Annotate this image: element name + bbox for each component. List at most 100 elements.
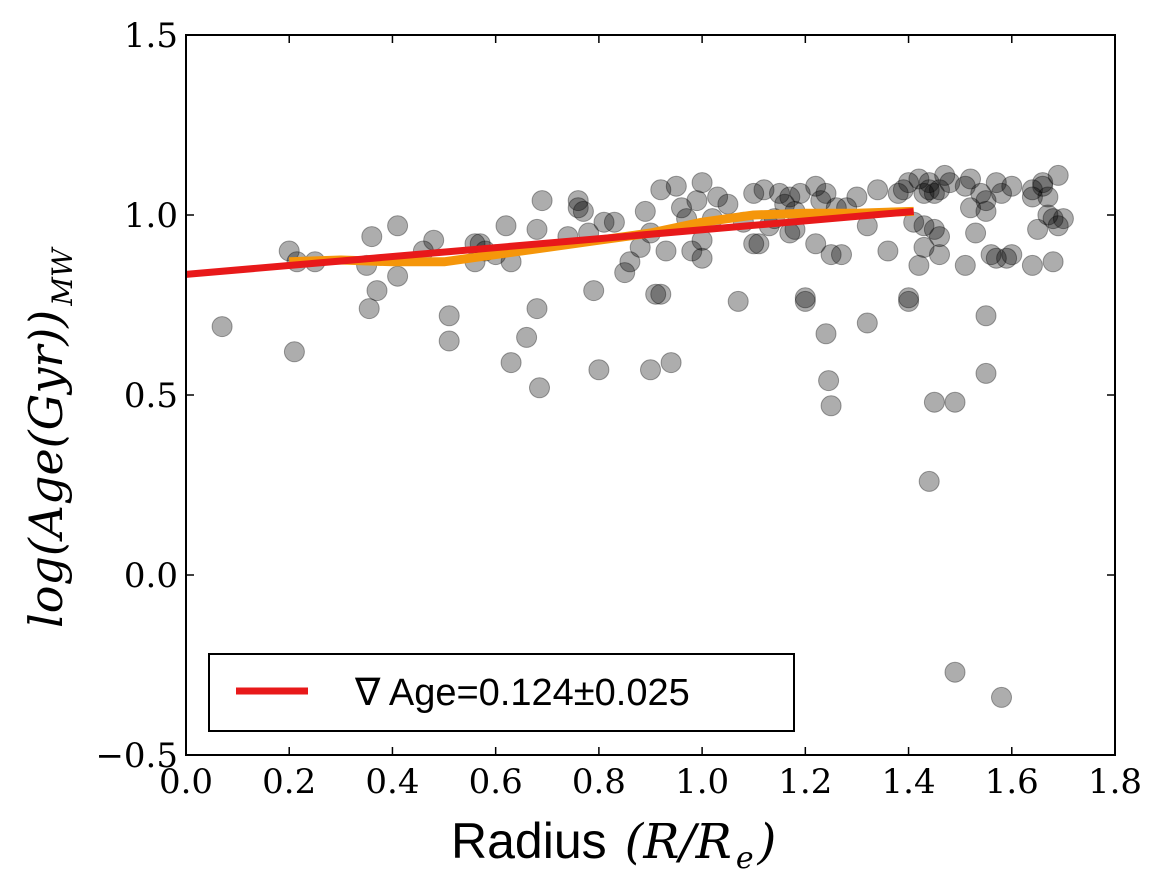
- data-point: [1047, 164, 1069, 186]
- data-point: [1037, 204, 1059, 226]
- data-point: [1052, 208, 1074, 230]
- data-point: [660, 352, 682, 374]
- data-point: [996, 247, 1018, 269]
- x-axis-title-subscript: e: [736, 841, 754, 876]
- data-point: [671, 197, 692, 219]
- y-tick-label: 0.5: [124, 376, 178, 416]
- data-point: [1001, 175, 1023, 197]
- data-point: [686, 190, 708, 212]
- data-point: [619, 251, 641, 273]
- data-point: [1042, 251, 1064, 273]
- data-point: [691, 247, 713, 269]
- data-point: [856, 312, 878, 334]
- data-point: [794, 290, 816, 312]
- data-point: [929, 226, 950, 248]
- data-point: [975, 305, 997, 327]
- data-point: [1001, 244, 1023, 266]
- data-point: [645, 283, 667, 305]
- data-point: [769, 182, 790, 204]
- data-point: [614, 262, 636, 284]
- axis-ticks: [185, 34, 1116, 756]
- data-point: [980, 244, 1002, 266]
- x-tick-label: 0.2: [262, 762, 316, 802]
- data-point: [366, 280, 388, 302]
- data-point: [655, 240, 677, 262]
- data-point: [892, 179, 914, 201]
- y-axis-title-main: log(Age(Gyr)): [19, 310, 73, 628]
- data-point: [438, 330, 460, 352]
- legend: ∇ Age=0.124±0.025: [208, 653, 795, 732]
- data-point: [526, 218, 548, 240]
- data-point: [526, 298, 548, 320]
- data-point: [918, 470, 940, 492]
- data-point: [717, 193, 739, 215]
- data-point: [815, 323, 837, 345]
- data-point: [650, 179, 672, 201]
- x-tick-label: 0.0: [159, 762, 213, 802]
- data-point: [815, 182, 837, 204]
- data-point: [1032, 172, 1054, 194]
- data-point: [818, 370, 840, 392]
- data-point: [1037, 186, 1059, 208]
- data-point: [991, 686, 1012, 708]
- data-point: [985, 247, 1007, 269]
- data-point: [975, 362, 997, 384]
- data-point: [918, 179, 940, 201]
- data-point: [588, 359, 610, 381]
- data-point: [743, 182, 765, 204]
- data-point: [423, 229, 445, 251]
- data-point: [954, 254, 976, 276]
- data-point: [691, 172, 713, 194]
- data-point: [934, 164, 956, 186]
- data-point: [583, 280, 605, 302]
- y-axis-title: log(Age(Gyr)) MW: [19, 246, 79, 628]
- data-point: [944, 391, 966, 413]
- data-point: [918, 172, 940, 194]
- data-point: [913, 215, 935, 237]
- x-tick-label: 0.4: [365, 762, 419, 802]
- data-point: [960, 197, 981, 219]
- data-point: [877, 240, 899, 262]
- data-point: [923, 218, 945, 240]
- data-point: [211, 316, 233, 338]
- data-point: [567, 190, 589, 212]
- data-point: [748, 233, 770, 255]
- data-point: [681, 240, 703, 262]
- data-point: [923, 391, 945, 413]
- plot-frame: [185, 34, 1116, 756]
- data-point: [820, 395, 842, 417]
- data-point: [640, 359, 661, 381]
- data-point: [985, 172, 1007, 194]
- data-point: [960, 168, 981, 190]
- data-point: [805, 233, 827, 255]
- data-point: [970, 182, 992, 204]
- data-point: [991, 182, 1012, 204]
- x-tick-labels: 0.0 0.2 0.4 0.6 0.8 1.0 1.2 1.4 1.6 1.8: [159, 762, 1142, 802]
- data-point: [516, 326, 538, 348]
- data-point: [1021, 186, 1043, 208]
- data-point: [387, 215, 409, 237]
- data-point: [929, 179, 950, 201]
- data-point: [727, 290, 749, 312]
- data-point: [944, 661, 966, 683]
- data-point: [913, 182, 935, 204]
- y-tick-labels: −0.5 0.0 0.5 1.0 1.5: [95, 16, 178, 776]
- data-point: [779, 186, 801, 208]
- data-point: [593, 211, 615, 233]
- data-point: [387, 265, 409, 287]
- data-point: [603, 211, 625, 233]
- linear-fit-line: [185, 207, 915, 278]
- x-tick-label: 1.6: [985, 762, 1039, 802]
- data-point: [923, 182, 945, 204]
- x-tick-label: 0.6: [469, 762, 523, 802]
- x-tick-label: 1.0: [675, 762, 729, 802]
- x-tick-label: 1.4: [882, 762, 936, 802]
- data-point: [1021, 179, 1043, 201]
- data-point: [438, 305, 460, 327]
- x-tick-label: 1.8: [1088, 762, 1142, 802]
- data-point: [805, 175, 827, 197]
- data-point: [634, 200, 656, 222]
- data-point: [789, 182, 811, 204]
- x-tick-label: 1.2: [778, 762, 832, 802]
- x-tick-label: 0.8: [572, 762, 626, 802]
